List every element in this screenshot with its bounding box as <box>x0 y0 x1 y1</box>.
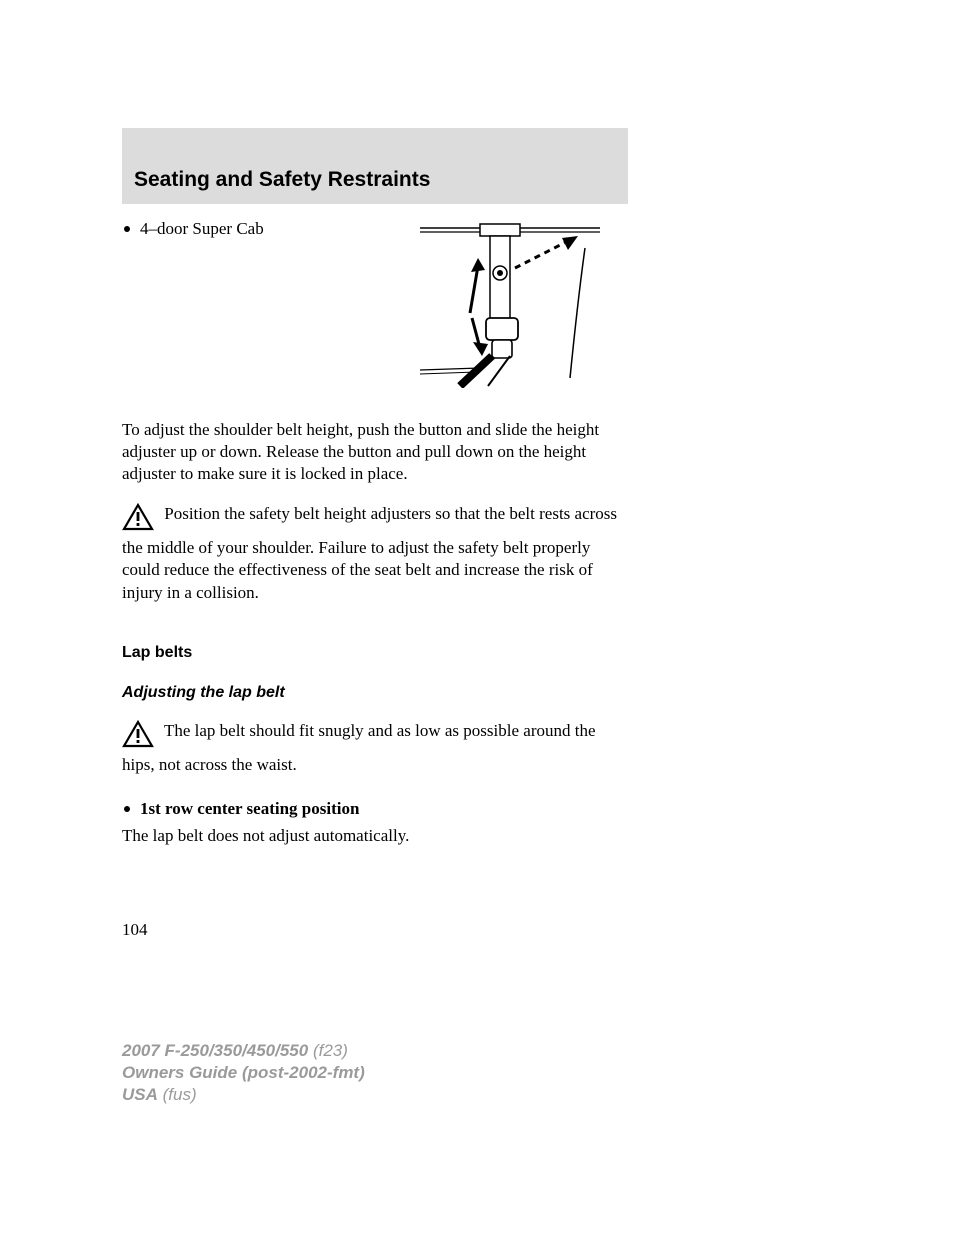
bullet-dot-icon <box>124 806 130 812</box>
seatbelt-illustration <box>420 218 620 388</box>
section-header-band: Seating and Safety Restraints <box>122 128 628 204</box>
warning-text: The lap belt should fit snugly and as lo… <box>122 721 596 774</box>
body-paragraph: The lap belt does not adjust automatical… <box>122 825 628 847</box>
subsection-heading: Lap belts <box>122 644 628 662</box>
section-title: Seating and Safety Restraints <box>134 168 430 192</box>
bullet-dot-icon <box>124 226 130 232</box>
footer-code: (fus) <box>163 1085 197 1104</box>
warning-triangle-icon <box>122 503 154 537</box>
footer-line: USA (fus) <box>122 1084 365 1106</box>
warning-block: The lap belt should fit snugly and as lo… <box>122 720 628 776</box>
bullet-text-bold: 1st row center seating position <box>140 798 359 821</box>
bullet-text: 4–door Super Cab <box>140 218 264 241</box>
warning-triangle-icon <box>122 720 154 754</box>
footer-block: 2007 F-250/350/450/550 (f23) Owners Guid… <box>122 1040 365 1106</box>
warning-block: Position the safety belt height adjuster… <box>122 503 628 603</box>
footer-region: USA <box>122 1085 158 1104</box>
subsection-subheading: Adjusting the lap belt <box>122 684 628 702</box>
footer-line: Owners Guide (post-2002-fmt) <box>122 1062 365 1084</box>
footer-model: 2007 F-250/350/450/550 <box>122 1041 308 1060</box>
footer-code: (f23) <box>313 1041 348 1060</box>
page-number: 104 <box>122 920 148 940</box>
footer-line: 2007 F-250/350/450/550 (f23) <box>122 1040 365 1062</box>
warning-text: Position the safety belt height adjuster… <box>122 504 617 601</box>
body-paragraph: To adjust the shoulder belt height, push… <box>122 419 628 485</box>
bullet-item: 1st row center seating position <box>122 798 628 821</box>
